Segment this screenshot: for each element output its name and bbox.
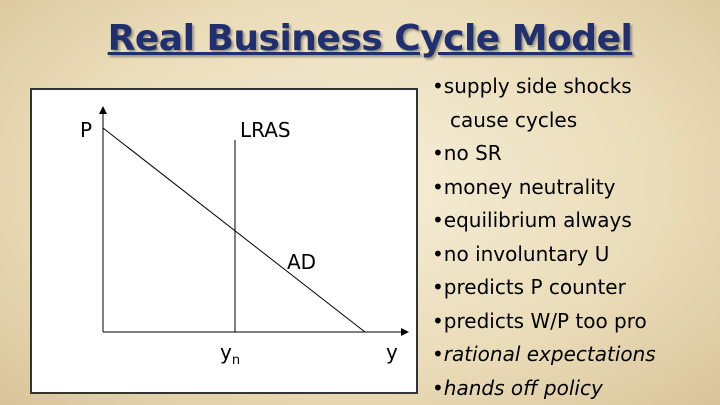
bullet-line: no SR	[432, 137, 656, 171]
bullet: predicts P counter	[432, 271, 656, 305]
bullet-line: rational expectations	[432, 338, 656, 372]
bullet-line: money neutrality	[432, 171, 656, 205]
bullet: equilibrium always	[432, 204, 656, 238]
potential-output-label: yn	[220, 340, 240, 368]
bullet: no SR	[432, 137, 656, 171]
bullet-line: no involuntary U	[432, 238, 656, 272]
bullet: rational expectations	[432, 338, 656, 372]
ad-line	[102, 127, 366, 333]
bullet: supply side shocks cause cycles	[432, 70, 656, 137]
bullet-line: supply side shocks	[432, 70, 656, 104]
bullet-line: predicts W/P too pro	[432, 305, 656, 339]
bullet: no involuntary U	[432, 238, 656, 272]
diagram-box	[30, 88, 418, 394]
potential-output-subscript: n	[231, 353, 241, 368]
bullet: predicts W/P too pro	[432, 305, 656, 339]
lras-label: LRAS	[240, 118, 291, 142]
bullet: money neutrality	[432, 171, 656, 205]
bullet: hands off policy	[432, 372, 656, 405]
price-label: P	[80, 118, 93, 142]
potential-output-base: y	[220, 340, 232, 364]
bullet-line: equilibrium always	[432, 204, 656, 238]
bullet-list: supply side shocks cause cycles no SRmoney…	[432, 70, 656, 405]
bullet-line: predicts P counter	[432, 271, 656, 305]
title: Real Business Cycle Model	[107, 18, 633, 59]
output-label: y	[386, 340, 398, 364]
ad-label: AD	[287, 250, 317, 274]
bullet-line: hands off policy	[432, 372, 656, 405]
bullet-line: cause cycles	[450, 107, 578, 132]
